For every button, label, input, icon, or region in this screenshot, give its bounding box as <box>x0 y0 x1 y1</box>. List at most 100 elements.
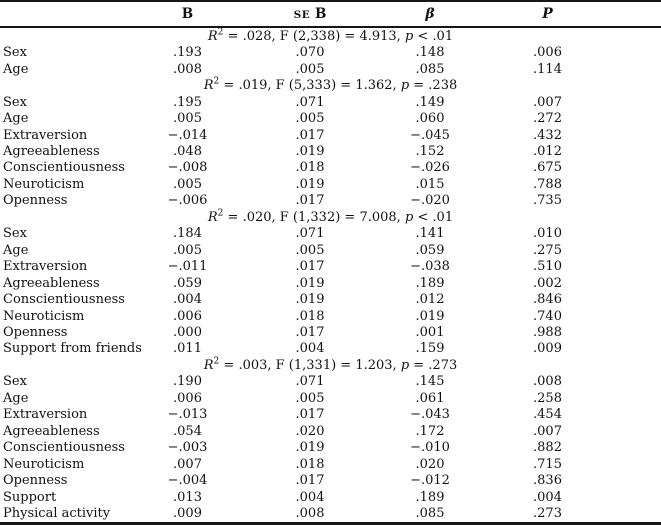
row-spacer <box>610 258 661 274</box>
model-stats: R2 = .019, F (5,333) = 1.362, p = .238 <box>203 76 458 94</box>
value-se-b: .004 <box>295 341 325 357</box>
value-beta: −.012 <box>410 473 450 489</box>
table-body: R2 = .028, F (2,338) = 4.913, p < .01 Sex… <box>0 27 661 524</box>
value-se-b: .008 <box>295 506 325 522</box>
row-spacer <box>610 472 661 488</box>
predictor-label: Agreeableness <box>3 143 100 159</box>
value-beta: .189 <box>415 275 445 291</box>
value-p: .273 <box>533 506 562 522</box>
value-p: .114 <box>533 61 562 77</box>
value-b: .004 <box>173 292 202 308</box>
table-row: Extraversion −.011 .017 −.038 .510 <box>0 258 661 274</box>
table-row: Age .005 .005 .060 .272 <box>0 110 661 126</box>
model-stats-row: R2 = .020, F (1,332) = 7.008, p < .01 <box>0 209 661 225</box>
col-header-b-label: B <box>181 6 194 22</box>
predictor-label: Openness <box>3 193 68 209</box>
value-beta: .001 <box>415 324 445 340</box>
value-b: .000 <box>173 324 202 340</box>
value-p: .882 <box>533 440 562 456</box>
row-spacer <box>610 324 661 340</box>
value-b: .193 <box>173 45 202 61</box>
value-se-b: .017 <box>295 407 325 423</box>
row-spacer <box>610 45 661 61</box>
model-stats: R2 = .020, F (1,332) = 7.008, p < .01 <box>207 208 454 225</box>
value-se-b: .071 <box>295 226 325 242</box>
row-spacer <box>610 94 661 110</box>
row-spacer <box>610 439 661 455</box>
table-row: Agreeableness .059 .019 .189 .002 <box>0 275 661 291</box>
value-beta: −.020 <box>410 193 450 209</box>
predictor-label: Agreeableness <box>3 423 100 439</box>
value-p: .006 <box>533 45 562 61</box>
value-b: −.014 <box>167 127 208 143</box>
row-spacer <box>610 505 661 523</box>
row-spacer <box>610 110 661 126</box>
value-p: .275 <box>533 242 562 258</box>
row-spacer <box>610 308 661 324</box>
predictor-label: Sex <box>3 94 27 110</box>
value-b: .048 <box>173 143 202 159</box>
value-se-b: .017 <box>295 324 325 340</box>
value-se-b: .018 <box>295 160 325 176</box>
table-row: Agreeableness .054 .020 .172 .007 <box>0 423 661 439</box>
value-p: .272 <box>533 111 562 127</box>
value-b: .013 <box>173 489 202 505</box>
row-spacer <box>610 226 661 242</box>
col-header-p-label: P <box>542 6 553 22</box>
value-se-b: .018 <box>295 308 325 324</box>
value-b: .005 <box>173 176 202 192</box>
value-b: −.011 <box>167 259 208 275</box>
predictor-label: Extraversion <box>3 407 88 423</box>
value-b: .190 <box>173 374 202 390</box>
predictor-label: Neuroticism <box>3 456 85 472</box>
value-beta: .141 <box>415 226 445 242</box>
value-b: .005 <box>173 111 202 127</box>
row-spacer <box>610 291 661 307</box>
value-p: .788 <box>533 176 562 192</box>
value-b: −.006 <box>167 193 208 209</box>
value-se-b: .017 <box>295 259 325 275</box>
predictor-label: Extraversion <box>3 127 88 143</box>
table-row: Neuroticism .006 .018 .019 .740 <box>0 308 661 324</box>
value-p: .846 <box>533 292 562 308</box>
value-p: .675 <box>533 160 562 176</box>
predictor-label: Neuroticism <box>3 308 85 324</box>
row-spacer <box>610 193 661 209</box>
table-row: Agreeableness .048 .019 .152 .012 <box>0 143 661 159</box>
header-row: B SE B β P <box>0 1 661 28</box>
value-p: .735 <box>533 193 562 209</box>
value-p: .836 <box>533 473 562 489</box>
value-beta: −.043 <box>410 407 450 423</box>
value-se-b: .019 <box>295 143 325 159</box>
value-beta: .015 <box>415 176 445 192</box>
value-p: .988 <box>533 324 562 340</box>
value-se-b: .020 <box>295 423 325 439</box>
model-stats-row: R2 = .019, F (5,333) = 1.362, p = .238 <box>0 77 661 93</box>
table-row: Sex .190 .071 .145 .008 <box>0 374 661 390</box>
predictor-label: Age <box>3 111 29 127</box>
value-se-b: .019 <box>295 275 325 291</box>
value-beta: −.010 <box>410 440 450 456</box>
row-spacer <box>610 407 661 423</box>
predictor-label: Sex <box>3 45 27 61</box>
row-spacer <box>610 61 661 77</box>
predictor-label: Agreeableness <box>3 275 100 291</box>
value-b: .059 <box>173 275 202 291</box>
value-beta: .189 <box>415 489 445 505</box>
value-b: −.003 <box>167 440 208 456</box>
value-b: .006 <box>173 308 202 324</box>
value-beta: .145 <box>415 374 445 390</box>
value-b: .184 <box>173 226 202 242</box>
table-row: Extraversion −.014 .017 −.045 .432 <box>0 127 661 143</box>
table-row: Neuroticism .007 .018 .020 .715 <box>0 456 661 472</box>
table-row: Support .013 .004 .189 .004 <box>0 489 661 505</box>
predictor-label: Extraversion <box>3 259 88 275</box>
value-p: .740 <box>533 308 562 324</box>
value-beta: −.026 <box>410 160 450 176</box>
row-spacer <box>610 127 661 143</box>
value-p: .432 <box>533 127 562 143</box>
value-beta: .020 <box>415 456 445 472</box>
header-empty-cell <box>0 1 130 28</box>
